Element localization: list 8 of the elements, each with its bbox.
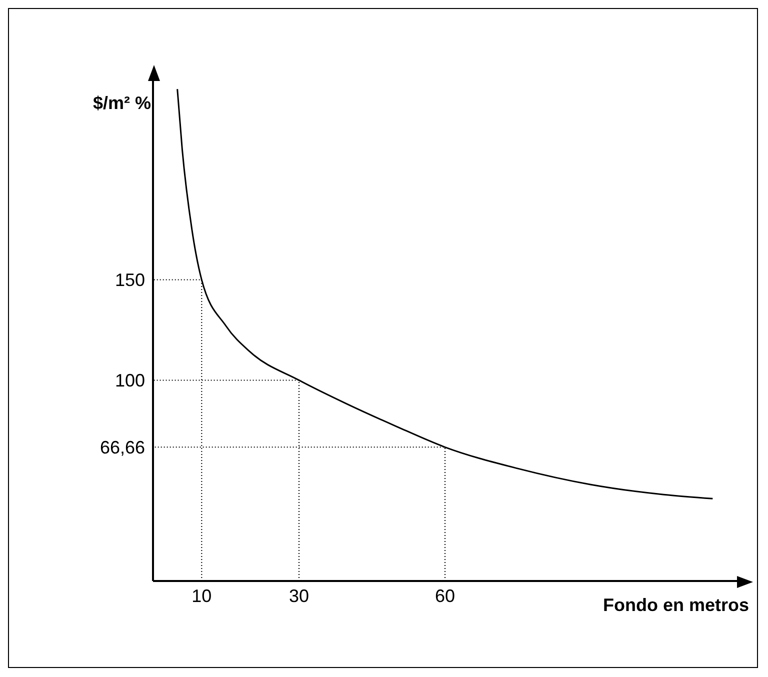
y-tick-label: 100 <box>114 370 145 391</box>
x-tick-label: 10 <box>192 586 212 606</box>
x-tick-label: 60 <box>434 586 456 606</box>
y-axis-title: $/m² % <box>93 93 152 114</box>
x-axis-title: Fondo en metros <box>602 595 749 616</box>
y-tick-label: 150 <box>114 270 145 290</box>
x-tick-label: 30 <box>288 586 310 606</box>
y-tick-label: 66,66 <box>100 438 145 458</box>
